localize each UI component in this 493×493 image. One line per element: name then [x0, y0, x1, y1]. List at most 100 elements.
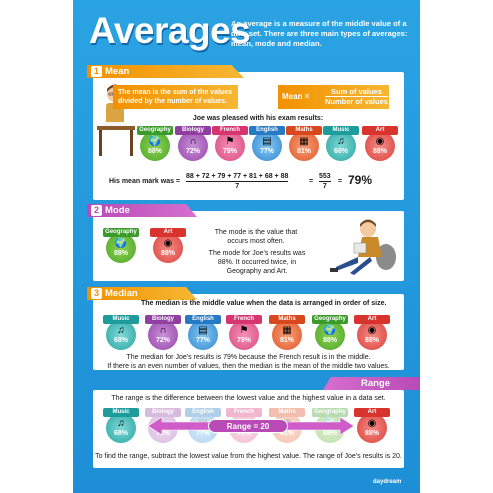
- mean-calc-equals2: =: [338, 178, 343, 185]
- badge-subject-label: Geography: [137, 126, 173, 135]
- calculator-icon: ▦: [282, 325, 292, 336]
- badge-percent: 77%: [195, 337, 210, 344]
- brand-logo: daydream: [373, 479, 402, 485]
- median-tab: 3 Median: [87, 287, 197, 300]
- badge-circle: [365, 131, 395, 161]
- median-badge-french: French ⚑ 79%: [226, 315, 262, 350]
- magnet-icon: ∩: [189, 136, 197, 147]
- mode-label: Mode: [105, 205, 130, 216]
- mean-label: Mean: [105, 66, 130, 77]
- mean-badge-english: English ▤ 77%: [249, 126, 285, 161]
- badge-circle: [272, 320, 302, 350]
- mean-badge-geography: Geography 🌍 88%: [137, 126, 173, 161]
- badge-percent: 88%: [322, 430, 337, 437]
- badge-percent: 77%: [259, 148, 274, 155]
- badge-subject-label: Geography: [312, 315, 348, 324]
- flag-icon: ⚑: [239, 325, 249, 336]
- mean-calc-numerator2: 553: [319, 173, 331, 182]
- range-tab: Range: [323, 377, 420, 390]
- badge-percent: 68%: [113, 337, 128, 344]
- mean-calc-denominator2: 7: [322, 183, 327, 190]
- median-badge-art: Art ◉ 88%: [354, 315, 390, 350]
- badge-subject-label: French: [212, 126, 248, 135]
- badge-circle: [215, 131, 245, 161]
- badge-circle: [188, 320, 218, 350]
- badge-subject-label: Art: [362, 126, 398, 135]
- badge-subject-label: Maths: [286, 126, 322, 135]
- mean-badge-art: Art ◉ 88%: [362, 126, 398, 161]
- range-explanation: To find the range, subtract the lowest v…: [95, 453, 402, 460]
- mode-tab: 2 Mode: [87, 204, 197, 217]
- formula-numerator: Sum of values: [325, 87, 388, 97]
- mode-badge-geography: Geography 🌍 88%: [103, 228, 139, 263]
- trumpet-icon: ♫: [337, 136, 345, 147]
- median-badge-english: English ▤ 77%: [185, 315, 221, 350]
- range-badge-music: Music ♫ 68%: [103, 408, 139, 443]
- calculator-icon: ▦: [299, 136, 309, 147]
- badge-percent: 81%: [296, 148, 311, 155]
- badge-percent: 88%: [372, 148, 387, 155]
- median-explanation1: The median for Joe's results is 79% beca…: [126, 354, 371, 361]
- mean-badge-maths: Maths ▦ 81%: [286, 126, 322, 161]
- book-icon: ▤: [262, 136, 272, 147]
- formula-lhs: Mean =: [282, 92, 310, 101]
- palette-icon: ◉: [163, 238, 173, 249]
- badge-percent: 88%: [160, 250, 175, 257]
- reading-student-illustration: [330, 219, 396, 275]
- badge-subject-label: Biology: [175, 126, 211, 135]
- trumpet-icon: ♫: [117, 325, 125, 336]
- badge-percent: 79%: [236, 337, 251, 344]
- badge-subject-label: Biology: [145, 315, 181, 324]
- badge-circle: [229, 320, 259, 350]
- badge-circle: [252, 131, 282, 161]
- badge-subject-label: Biology: [145, 408, 181, 417]
- badge-circle: [106, 233, 136, 263]
- formula-denominator: Number of values: [325, 97, 388, 106]
- range-value: Range = 20: [208, 419, 288, 433]
- badge-percent: 72%: [155, 337, 170, 344]
- range-badge-art: Art ◉ 88%: [354, 408, 390, 443]
- badge-percent: 88%: [364, 430, 379, 437]
- palette-icon: ◉: [375, 136, 385, 147]
- magnet-icon: ∩: [159, 325, 167, 336]
- badge-subject-label: Music: [103, 315, 139, 324]
- badge-subject-label: French: [226, 408, 262, 417]
- median-badge-geography: Geography 🌍 88%: [312, 315, 348, 350]
- badge-circle: [153, 233, 183, 263]
- intro-text: An average is a measure of the middle va…: [231, 19, 408, 48]
- median-label: Median: [105, 288, 138, 299]
- badge-subject-label: Music: [103, 408, 139, 417]
- mean-definition: The mean is the sum of the values divide…: [113, 85, 238, 109]
- median-explanation2: If there is an even number of values, th…: [107, 363, 390, 370]
- badge-percent: 88%: [364, 337, 379, 344]
- badge-percent: 88%: [322, 337, 337, 344]
- trumpet-icon: ♫: [117, 418, 125, 429]
- mean-intro-line: Joe was pleased with his exam results:: [192, 115, 324, 122]
- median-definition: The median is the middle value when the …: [141, 300, 387, 307]
- badge-percent: 88%: [113, 250, 128, 257]
- badge-subject-label: Maths: [269, 315, 305, 324]
- badge-subject-label: English: [185, 315, 221, 324]
- badge-percent: 72%: [185, 148, 200, 155]
- flag-icon: ⚑: [225, 136, 235, 147]
- median-badge-biology: Biology ∩ 72%: [145, 315, 181, 350]
- badge-percent: 68%: [113, 430, 128, 437]
- badge-subject-label: Art: [354, 408, 390, 417]
- globe-icon: 🌍: [114, 238, 128, 249]
- badge-percent: 72%: [155, 430, 170, 437]
- mean-calc-numerator: 88 + 72 + 79 + 77 + 81 + 68 + 88: [186, 173, 289, 182]
- mean-calc-equals: =: [309, 178, 314, 185]
- badge-percent: 77%: [195, 430, 210, 437]
- mean-calc-fraction: 88 + 72 + 79 + 77 + 81 + 68 + 88 7: [186, 172, 289, 191]
- badge-percent: 81%: [279, 337, 294, 344]
- palette-icon: ◉: [367, 325, 377, 336]
- mean-tab: 1 Mean: [87, 65, 244, 78]
- badge-circle: [178, 131, 208, 161]
- badge-subject-label: Geography: [312, 408, 348, 417]
- badge-subject-label: Maths: [269, 408, 305, 417]
- mean-badge-biology: Biology ∩ 72%: [175, 126, 211, 161]
- badge-circle: [357, 413, 387, 443]
- badge-subject-label: Art: [150, 228, 186, 237]
- mean-calc-denominator: 7: [235, 183, 240, 190]
- median-badge-music: Music ♫ 68%: [103, 315, 139, 350]
